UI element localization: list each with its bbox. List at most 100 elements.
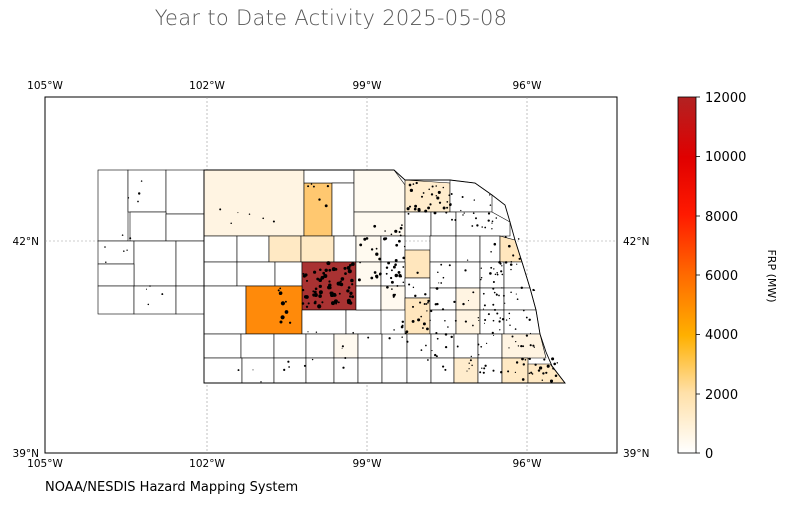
fire-point [501,265,503,267]
fire-point [323,273,328,279]
lat-tick-right: 39°N [623,448,649,460]
fire-point [385,266,389,269]
fire-point [450,335,453,339]
fire-point [312,185,315,188]
lon-tick-bottom: 96°W [513,458,543,470]
fire-point [344,356,347,360]
fire-point [515,361,519,364]
fire-point [498,260,501,264]
fire-point [492,319,495,322]
fire-point [444,345,448,349]
fire-point [414,204,418,208]
fire-point [260,381,262,383]
colorbar-tick-label: 4000 [705,328,738,343]
fire-point [515,293,517,295]
fire-point [147,303,150,306]
county-polygons [203,169,566,384]
fire-point [462,302,465,306]
fire-point [252,369,254,371]
fire-point [319,268,322,271]
fire-point [424,209,428,213]
fire-point [403,245,406,248]
fire-point [288,366,290,368]
fire-point [337,301,340,304]
fire-point [370,276,374,280]
fire-point [305,305,309,308]
fire-point [456,345,459,348]
fire-point [230,222,232,225]
fire-point [510,268,512,271]
fire-point [444,368,447,371]
fire-point [504,302,506,304]
fire-point [390,233,393,236]
fire-point [453,300,456,304]
fire-point [129,237,132,240]
fire-point [532,344,535,347]
fire-point [546,364,550,368]
fire-point [314,300,317,303]
fire-point [512,254,515,257]
fire-point [427,301,429,304]
fire-point [482,308,484,310]
fire-point [305,295,309,299]
fire-point [352,331,354,334]
fire-point [359,261,361,264]
fire-point [507,244,511,248]
fire-point [470,355,472,358]
fire-point [219,208,222,211]
fire-point [489,204,492,206]
fire-point [402,266,405,268]
fire-point [508,318,511,320]
fire-point [496,293,498,295]
fire-point [417,318,421,322]
fire-point [491,331,494,334]
fire-point [494,273,497,276]
fire-point [444,320,446,322]
fire-point [436,337,439,340]
fire-point [237,369,240,372]
fire-point [476,224,479,227]
fire-point [394,259,398,262]
fire-point [516,263,518,265]
fire-point [490,266,493,269]
fire-point [318,294,322,298]
fire-point [370,248,374,251]
fire-point [433,211,437,215]
fire-point [326,184,330,188]
fire-point [435,194,438,197]
fire-point [344,272,347,275]
fire-point [341,345,344,348]
lon-ticks-bottom: 105°W 102°W 99°W 96°W [27,458,542,470]
fire-point [318,278,323,283]
fire-point [427,206,431,210]
fire-point [529,344,532,347]
fire-point [483,367,486,370]
fire-point [493,242,497,246]
fire-point [351,262,355,266]
fire-point [528,357,531,361]
fire-point [307,185,310,188]
fire-point [498,294,500,297]
fire-point [438,282,440,284]
fire-point [313,293,318,297]
fire-point [501,273,504,276]
fire-point [305,279,309,282]
fire-point [492,287,495,290]
fire-point [531,373,534,375]
fire-point [346,289,350,293]
fire-point [442,365,445,368]
lon-tick-bottom: 105°W [27,458,63,470]
fire-point [537,369,541,372]
fire-point [427,359,429,361]
fire-point [435,287,439,290]
fire-point [426,327,429,331]
fire-point [507,370,510,373]
fire-point [477,317,479,319]
fire-point [351,295,354,299]
fire-point [421,327,424,329]
fire-point [436,196,440,200]
fire-point [401,320,405,324]
fire-point [520,344,523,348]
fire-point [397,270,401,274]
fire-point [331,301,335,306]
